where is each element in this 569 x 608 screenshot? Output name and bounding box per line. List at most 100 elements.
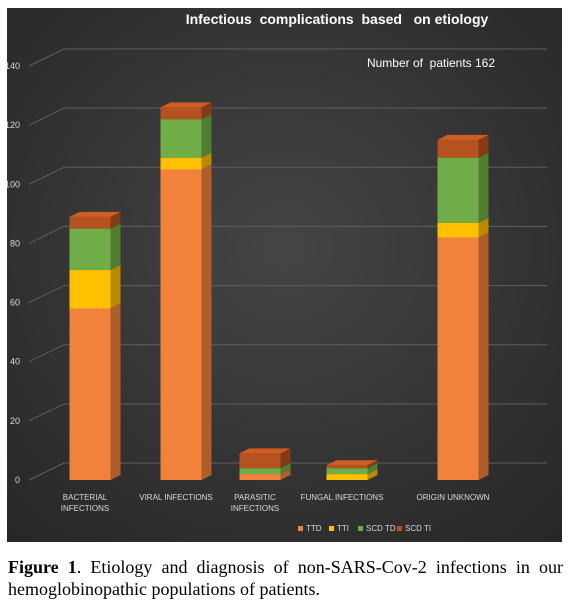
- bar-segment: [160, 102, 212, 120]
- bar-front-face: [160, 169, 202, 480]
- x-tick-label: BACTERIAL INFECTIONS: [61, 493, 109, 513]
- bar-side-face: [201, 152, 212, 170]
- legend-label: SCD TD: [366, 524, 396, 533]
- legend-swatch: [397, 526, 402, 531]
- bar-top-face: [239, 448, 291, 454]
- bar-side-face: [280, 448, 291, 469]
- gridline: [28, 48, 547, 67]
- bar-front-face: [239, 453, 281, 469]
- bar-front-face: [69, 216, 111, 229]
- y-tick-label: 140: [7, 61, 20, 71]
- bar-front-face: [437, 222, 479, 238]
- legend-item: TTI: [329, 524, 349, 533]
- y-tick-label: 20: [10, 416, 20, 426]
- y-axis: 0 20 40 60 80 100 120 140: [7, 61, 20, 485]
- bar-front-face: [326, 465, 368, 469]
- bar-side-face: [280, 463, 291, 475]
- bar-segment: [239, 469, 291, 480]
- bar-segment: [239, 463, 291, 475]
- bar-top-face: [437, 134, 489, 140]
- y-tick-label: 40: [10, 357, 20, 367]
- bar-top-face: [160, 102, 212, 108]
- bar-segment: [437, 134, 489, 158]
- stacked-bar-chart: 0 20 40 60 80 100 120 140 BACTERIAL INFECTIONS VI…: [7, 8, 562, 542]
- gridlines: [28, 48, 547, 481]
- legend-swatch: [329, 526, 334, 531]
- chart-container: 0 20 40 60 80 100 120 140 BACTERIAL INFECTIONS VI…: [7, 8, 562, 542]
- bar-segment: [437, 232, 489, 480]
- bar-segment: [160, 152, 212, 170]
- x-tick-label: ORIGIN UNKNOWN: [417, 493, 490, 502]
- bar-top-face: [69, 211, 121, 217]
- bar-front-face: [239, 474, 281, 480]
- legend-label: TTD: [306, 524, 322, 533]
- bar-side-face: [201, 114, 212, 158]
- bar-front-face: [239, 468, 281, 475]
- bar-front-face: [437, 237, 479, 480]
- bar-side-face: [367, 460, 378, 469]
- patient-count-annotation: Number of patients 162: [367, 56, 495, 70]
- bar-side-face: [367, 463, 378, 475]
- bar-front-face: [69, 270, 111, 309]
- legend-item: SCD TI: [397, 524, 431, 533]
- legend-item: TTD: [298, 524, 322, 533]
- bar-side-face: [367, 469, 378, 480]
- x-tick-label: FUNGAL INFECTIONS: [301, 493, 384, 502]
- bar-front-face: [326, 468, 368, 475]
- bar-side-face: [478, 232, 489, 480]
- gridline: [28, 344, 547, 363]
- bar-segment: [326, 460, 378, 469]
- gridline: [28, 285, 547, 304]
- bar-segment: [69, 223, 121, 271]
- bar-front-face: [160, 107, 202, 120]
- legend-label: SCD TI: [405, 524, 431, 533]
- legend-label: TTI: [337, 524, 349, 533]
- y-tick-label: 0: [15, 475, 20, 485]
- gridline: [28, 462, 547, 481]
- bar-side-face: [478, 152, 489, 223]
- y-tick-label: 80: [10, 238, 20, 248]
- bar-side-face: [110, 223, 121, 271]
- bar-segment: [160, 114, 212, 158]
- legend-swatch: [358, 526, 363, 531]
- bar-front-face: [437, 157, 479, 223]
- legend: TTD TTI SCD TD SCD TI: [298, 524, 431, 533]
- bar-segment: [160, 164, 212, 480]
- x-tick-label: VIRAL INFECTIONS: [139, 493, 213, 502]
- bar-side-face: [110, 265, 121, 309]
- y-tick-label: 100: [7, 179, 20, 189]
- bar-top-face: [326, 460, 378, 466]
- gridline: [28, 225, 547, 244]
- bar-side-face: [110, 211, 121, 229]
- bar-side-face: [201, 164, 212, 480]
- bar-segment: [69, 211, 121, 229]
- bar-segment: [437, 217, 489, 238]
- bar-front-face: [437, 139, 479, 158]
- bar-segment: [239, 448, 291, 469]
- bar-segment: [437, 152, 489, 223]
- bar-side-face: [280, 469, 291, 480]
- legend-swatch: [298, 526, 303, 531]
- bar-front-face: [69, 228, 111, 271]
- bar-side-face: [478, 217, 489, 238]
- bar-front-face: [160, 119, 202, 158]
- bar-front-face: [326, 474, 368, 480]
- bar-segment: [69, 265, 121, 309]
- chart-title: Infectious complications based on etiolo…: [186, 11, 489, 27]
- x-tick-label: PARASITIC INFECTIONS: [231, 493, 279, 513]
- bar-side-face: [110, 303, 121, 480]
- figure-caption-text: . Etiology and diagnosis of non-SARS-Cov…: [8, 557, 563, 599]
- x-axis-labels: BACTERIAL INFECTIONS VIRAL INFECTIONS PARAS…: [61, 493, 490, 513]
- bar-front-face: [160, 157, 202, 170]
- bar-segment: [69, 303, 121, 480]
- figure-label: Figure 1: [8, 557, 77, 577]
- bar-segment: [326, 469, 378, 480]
- bar-side-face: [201, 102, 212, 120]
- gridline: [28, 166, 547, 185]
- y-tick-label: 120: [7, 120, 20, 130]
- gridline: [28, 403, 547, 422]
- bars: [69, 102, 489, 480]
- figure-caption: Figure 1. Etiology and diagnosis of non-…: [8, 556, 563, 600]
- legend-item: SCD TD: [358, 524, 396, 533]
- bar-side-face: [478, 134, 489, 158]
